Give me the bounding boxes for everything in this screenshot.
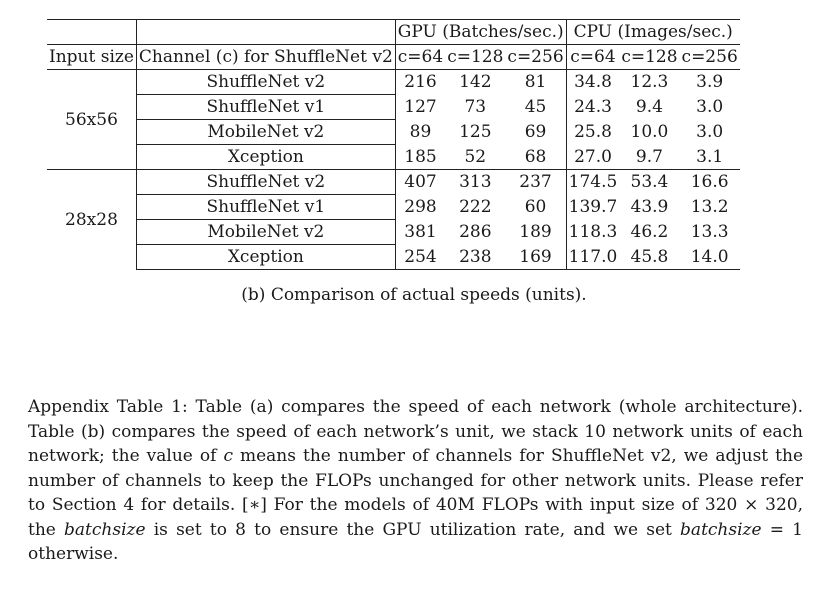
cpu-value-cell: 13.3 bbox=[690, 222, 729, 242]
gpu-value-cell: 127 bbox=[404, 97, 437, 117]
cpu-value-cell: 9.7 bbox=[635, 146, 663, 167]
math-var-batchsize: batchsize bbox=[680, 519, 762, 540]
gpu-value-cell: 169 bbox=[505, 244, 567, 270]
cpu-value-cell: 10.0 bbox=[630, 122, 669, 142]
appendix-text-3: is set to 8 to ensure the GPU utilizatio… bbox=[145, 519, 681, 540]
col-header-gpu-c256: c=256 bbox=[505, 44, 567, 70]
gpu-group-header: GPU (Batches/sec.) bbox=[395, 19, 567, 45]
cpu-value-cell: 14.0 bbox=[679, 244, 740, 270]
col-header-gpu-c128: c=128 bbox=[445, 44, 506, 70]
cpu-group-header: CPU (Images/sec.) bbox=[566, 19, 740, 45]
network-name-cell: ShuffleNet v1 bbox=[136, 94, 396, 120]
gpu-value-cell: 238 bbox=[445, 244, 506, 270]
col-header-gpu-c64: c=64 bbox=[395, 44, 446, 70]
cpu-value-cell: 25.8 bbox=[574, 122, 612, 142]
col-header-channel: Channel (c) for ShuffleNet v2 bbox=[136, 44, 396, 70]
cpu-value-cell: 27.0 bbox=[574, 146, 612, 167]
network-name-cell: Xception bbox=[136, 144, 396, 170]
cpu-value-cell: 13.2 bbox=[690, 197, 729, 217]
table-row: Xception 254 238 169 117.0 45.8 14.0 bbox=[47, 244, 740, 270]
column-header-row: Input size Channel (c) for ShuffleNet v2… bbox=[47, 44, 740, 70]
input-size-cell: 56x56 bbox=[47, 69, 137, 170]
cpu-value-cell: 46.2 bbox=[630, 222, 669, 242]
col-header-input-size: Input size bbox=[47, 44, 137, 70]
gpu-value-cell: 254 bbox=[395, 244, 446, 270]
gpu-value-cell: 237 bbox=[505, 169, 567, 195]
table-row: MobileNet v2 89 125 69 25.8 10.0 3.0 bbox=[47, 119, 740, 145]
table-caption: (b) Comparison of actual speeds (units). bbox=[241, 285, 587, 305]
empty-header-cell bbox=[136, 19, 396, 45]
network-name-cell: Xception bbox=[136, 244, 396, 270]
appendix-text-1: Appendix Table 1: Table (a) compares the… bbox=[28, 397, 803, 466]
table-row: ShuffleNet v1 298 222 60 139.7 43.9 13.2 bbox=[47, 194, 740, 220]
gpu-value-cell: 60 bbox=[505, 194, 567, 220]
gpu-value-cell: 81 bbox=[505, 69, 567, 95]
cpu-value-cell: 139.7 bbox=[568, 197, 618, 217]
cpu-value-cell: 118.3 bbox=[568, 222, 618, 242]
cpu-value-cell: 3.1 bbox=[696, 146, 724, 167]
gpu-value-cell: 73 bbox=[464, 97, 487, 117]
cpu-value-cell: 12.3 bbox=[619, 69, 680, 95]
cpu-value-cell: 9.4 bbox=[635, 97, 663, 117]
table-row: 56x56 ShuffleNet v2 216 142 81 34.8 12.3 3.9 bbox=[47, 69, 740, 170]
col-header-cpu-c64: c=64 bbox=[566, 44, 620, 70]
col-header-cpu-c128: c=128 bbox=[619, 44, 680, 70]
gpu-value-cell: 185 bbox=[404, 146, 437, 167]
appendix-text-4: = 1 otherwise. bbox=[28, 519, 803, 565]
gpu-value-cell: 69 bbox=[505, 119, 567, 145]
cpu-value-cell: 45.8 bbox=[619, 244, 680, 270]
network-name-cell: ShuffleNet v2 bbox=[136, 69, 396, 95]
gpu-value-cell: 222 bbox=[459, 197, 492, 217]
gpu-value-cell: 298 bbox=[404, 197, 437, 217]
gpu-value-cell: 45 bbox=[505, 94, 567, 120]
table-body: GPU (Batches/sec.) CPU (Images/sec.) Inp… bbox=[47, 19, 740, 270]
gpu-value-cell: 216 bbox=[395, 69, 446, 95]
table-row: MobileNet v2 381 286 189 118.3 46.2 13.3 bbox=[47, 219, 740, 245]
cpu-value-cell: 16.6 bbox=[679, 169, 740, 195]
gpu-value-cell: 52 bbox=[464, 146, 487, 167]
cpu-value-cell: 3.0 bbox=[696, 97, 724, 117]
cpu-value-cell: 174.5 bbox=[566, 169, 620, 195]
gpu-value-cell: 189 bbox=[505, 219, 567, 245]
speed-comparison-table: GPU (Batches/sec.) CPU (Images/sec.) Inp… bbox=[47, 19, 740, 270]
cpu-value-cell: 53.4 bbox=[619, 169, 680, 195]
appendix-text-2: means the number of channels for Shuffle… bbox=[28, 446, 804, 540]
cpu-value-cell: 43.9 bbox=[630, 197, 669, 217]
network-name-cell: MobileNet v2 bbox=[136, 119, 396, 145]
cpu-value-cell: 3.0 bbox=[696, 122, 724, 142]
cpu-value-cell: 3.9 bbox=[679, 69, 740, 95]
gpu-value-cell: 313 bbox=[445, 169, 506, 195]
network-name-cell: ShuffleNet v2 bbox=[136, 169, 396, 195]
gpu-value-cell: 286 bbox=[459, 222, 492, 242]
cpu-value-cell: 34.8 bbox=[566, 69, 620, 95]
network-name-cell: MobileNet v2 bbox=[136, 219, 396, 245]
math-var-c: c bbox=[223, 446, 233, 466]
col-header-cpu-c256: c=256 bbox=[679, 44, 740, 70]
cpu-value-cell: 24.3 bbox=[574, 97, 612, 117]
network-name-cell: ShuffleNet v1 bbox=[136, 194, 396, 220]
appendix-caption: Appendix Table 1: Table (a) compares the… bbox=[28, 395, 803, 567]
gpu-value-cell: 407 bbox=[395, 169, 446, 195]
gpu-value-cell: 381 bbox=[404, 222, 437, 242]
gpu-value-cell: 89 bbox=[409, 122, 432, 142]
gpu-value-cell: 142 bbox=[445, 69, 506, 95]
group-header-row: GPU (Batches/sec.) CPU (Images/sec.) bbox=[47, 19, 740, 45]
math-var-batchsize: batchsize bbox=[64, 519, 146, 540]
input-size-cell: 28x28 bbox=[47, 169, 137, 270]
table-row: ShuffleNet v1 127 73 45 24.3 9.4 3.0 bbox=[47, 94, 740, 120]
table-row: Xception 185 52 68 27.0 9.7 3.1 bbox=[47, 144, 740, 170]
empty-header-cell bbox=[47, 19, 137, 45]
table-row: 28x28 ShuffleNet v2 407 313 237 174.5 53.4 16.6 bbox=[47, 169, 740, 270]
cpu-value-cell: 117.0 bbox=[566, 244, 620, 270]
gpu-value-cell: 68 bbox=[505, 144, 567, 170]
gpu-value-cell: 125 bbox=[459, 122, 492, 142]
